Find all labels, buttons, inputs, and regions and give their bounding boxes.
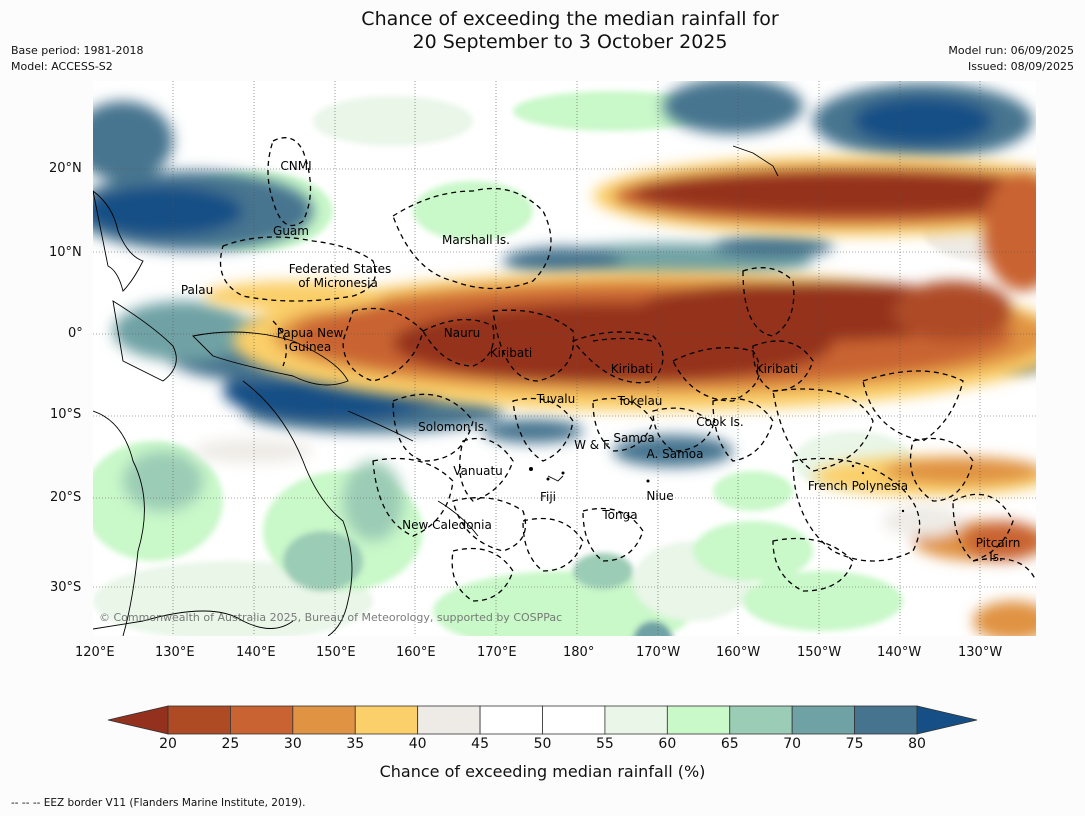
region-label-fsm-line2: of Micronesia xyxy=(298,276,378,290)
colorbar-tick-label: 80 xyxy=(908,736,926,752)
colorbar-tick-label: 20 xyxy=(159,736,177,752)
region-label-new-caledonia: New Caledonia xyxy=(402,518,492,532)
colorbar-bin xyxy=(354,705,419,735)
colorbar-bin xyxy=(230,705,294,735)
colorbar-tick-label: 35 xyxy=(346,736,365,752)
region-label-png-line1: Papua New xyxy=(276,326,344,340)
colorbar-bin xyxy=(604,705,668,735)
model-run-text: Model run: 06/09/2025 xyxy=(948,44,1074,57)
region-label-cnmi: CNMI xyxy=(280,159,312,173)
coastlines xyxy=(93,145,779,636)
eez-borders xyxy=(219,137,1036,602)
region-label-kiribati-east: Kiribati xyxy=(755,362,799,376)
lon-label-140w: 140°W xyxy=(877,645,922,660)
lon-label-150e: 150°E xyxy=(316,645,356,660)
chart-title-line2: 20 September to 3 October 2025 xyxy=(412,31,728,53)
colorbar-bin xyxy=(167,705,231,735)
colorbar-tick-label: 30 xyxy=(283,736,302,752)
lon-label-130w: 130°W xyxy=(958,645,1003,660)
region-label-fiji: Fiji xyxy=(539,490,557,504)
colorbar-tick-label: 45 xyxy=(471,736,489,752)
region-label-nauru: Nauru xyxy=(443,326,481,340)
region-label-tuvalu: Tuvalu xyxy=(536,392,576,406)
colorbar-bin xyxy=(729,705,793,735)
lon-label-130e: 130°E xyxy=(155,645,195,660)
colorbar-tick-label: 60 xyxy=(658,736,677,752)
base-period-text: Base period: 1981-2018 xyxy=(11,44,144,57)
region-label-samoa: Samoa xyxy=(613,431,655,445)
dry-anomaly-layer xyxy=(193,156,1036,636)
colorbar-bin xyxy=(417,705,481,735)
region-label-cook-islands: Cook Is. xyxy=(696,415,744,429)
lat-label-30s: 30°S xyxy=(50,580,82,595)
colorbar-tick-label: 40 xyxy=(408,736,427,752)
chart-title-line1: Chance of exceeding the median rainfall … xyxy=(361,8,779,30)
colorbar-low-extension xyxy=(107,705,169,735)
region-label-kiribati-central: Kiribati xyxy=(610,362,654,376)
region-label-niue: Niue xyxy=(646,489,674,503)
colorbar-bin xyxy=(479,705,543,735)
region-label-french-polynesia: French Polynesia xyxy=(807,479,909,493)
copyright-text: © Commonwealth of Australia 2025, Bureau… xyxy=(99,611,563,624)
colorbar-tick-label: 50 xyxy=(533,736,552,752)
graticule xyxy=(93,81,1036,636)
region-label-kiribati-west: Kiribati xyxy=(489,346,533,360)
region-label-tonga: Tonga xyxy=(602,508,638,522)
colorbar-tick-label: 75 xyxy=(845,736,864,752)
colorbar-bin xyxy=(854,705,918,735)
lon-label-150w: 150°W xyxy=(797,645,842,660)
region-label-guam: Guam xyxy=(273,224,309,238)
region-label-palau: Palau xyxy=(180,283,214,297)
region-label-png-line2: Guinea xyxy=(288,340,332,354)
region-label-pitcairn-line1: Pitcairn xyxy=(975,536,1021,550)
lon-label-140e: 140°E xyxy=(236,645,276,660)
region-label-tokelau: Tokelau xyxy=(617,394,663,408)
rainfall-map: CNMI Guam Marshall Is. Federated States … xyxy=(93,81,1036,636)
region-label-wallis-futuna: W & F xyxy=(574,438,610,452)
lon-label-160w: 160°W xyxy=(716,645,761,660)
lat-label-0: 0° xyxy=(68,326,83,341)
colorbar-bin xyxy=(791,705,855,735)
issued-text: Issued: 08/09/2025 xyxy=(967,60,1074,73)
colorbar-bin xyxy=(666,705,731,735)
lat-label-20s: 20°S xyxy=(50,490,82,505)
region-label-marshall-islands: Marshall Is. xyxy=(442,233,510,247)
colorbar-tick-label: 25 xyxy=(221,736,240,752)
lon-label-120e: 120°E xyxy=(75,645,115,660)
colorbar-bin xyxy=(292,705,356,735)
model-text: Model: ACCESS-S2 xyxy=(11,60,113,73)
lon-label-160e: 160°E xyxy=(396,645,436,660)
colorbar-tick-label: 70 xyxy=(783,736,802,752)
region-label-solomon-islands: Solomon Is. xyxy=(418,420,488,434)
region-label-american-samoa: A. Samoa xyxy=(646,447,704,461)
colorbar-tick-label: 65 xyxy=(720,736,739,752)
eez-footnote: -- -- -- EEZ border V11 (Flanders Marine… xyxy=(11,797,306,809)
region-label-fsm-line1: Federated States xyxy=(288,262,392,276)
lon-label-180: 180° xyxy=(563,645,595,660)
colorbar-bin xyxy=(542,705,606,735)
colorbar-high-extension xyxy=(916,705,978,735)
colorbar-tick-label: 55 xyxy=(595,736,614,752)
rainfall-map-svg xyxy=(93,81,1036,636)
lat-label-10n: 10°N xyxy=(49,245,82,260)
lon-label-170e: 170°E xyxy=(477,645,517,660)
region-label-pitcairn-line2: Is. xyxy=(989,550,1003,564)
colorbar-label: Chance of exceeding median rainfall (%) xyxy=(379,762,706,781)
region-label-vanuatu: Vanuatu xyxy=(453,464,503,478)
lon-label-170w: 170°W xyxy=(636,645,681,660)
lat-label-10s: 10°S xyxy=(50,407,82,422)
lat-label-20n: 20°N xyxy=(49,161,82,176)
island-markers xyxy=(529,464,905,513)
